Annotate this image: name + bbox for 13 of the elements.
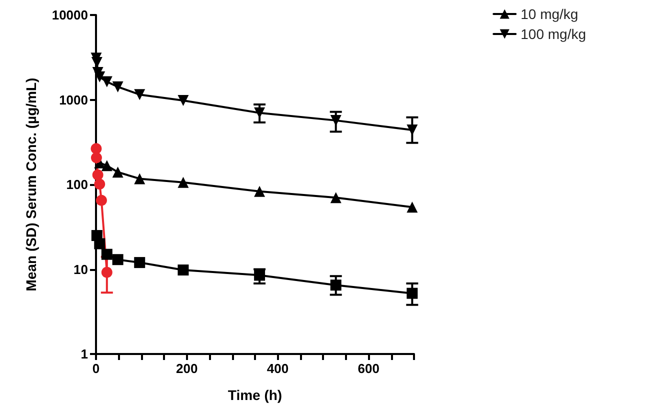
y-axis-title: Mean (SD) Serum Conc. (µg/mL) [23, 78, 39, 292]
x-axis-title: Time (h) [228, 387, 282, 403]
x-tick-label: 200 [176, 361, 198, 376]
y-tick-label: 10000 [52, 8, 88, 22]
y-tick-label: 10 [74, 262, 88, 277]
legend-label: 100 mg/kg [520, 26, 586, 42]
y-tick-label: 1 [80, 346, 88, 362]
x-tick-label: 600 [358, 361, 380, 376]
x-tick-label: 400 [266, 361, 289, 376]
y-tick-label: 100 [66, 177, 88, 192]
legend-label: 10 mg/kg [520, 6, 578, 22]
x-tick-label: 0 [92, 361, 100, 376]
y-tick-label: 1000 [59, 92, 88, 108]
